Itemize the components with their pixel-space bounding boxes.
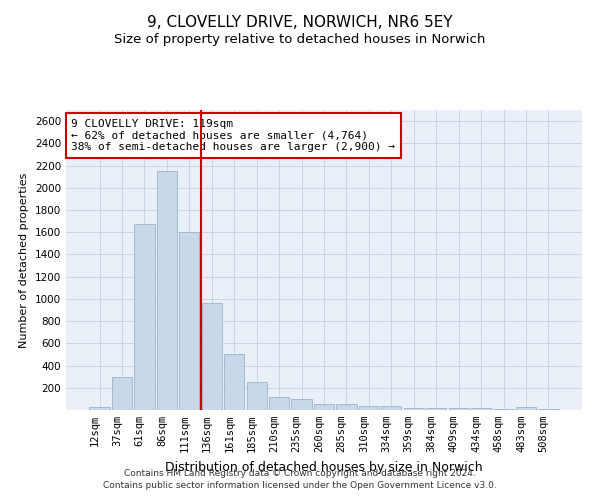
Bar bbox=[314, 404, 334, 410]
Bar bbox=[404, 408, 424, 410]
Bar bbox=[89, 407, 110, 410]
Bar bbox=[224, 354, 244, 410]
Bar bbox=[202, 304, 222, 410]
Text: Contains public sector information licensed under the Open Government Licence v3: Contains public sector information licen… bbox=[103, 481, 497, 490]
Bar bbox=[112, 376, 132, 410]
Text: 9, CLOVELLY DRIVE, NORWICH, NR6 5EY: 9, CLOVELLY DRIVE, NORWICH, NR6 5EY bbox=[147, 15, 453, 30]
Y-axis label: Number of detached properties: Number of detached properties bbox=[19, 172, 29, 348]
Bar bbox=[449, 408, 469, 410]
Bar bbox=[359, 406, 379, 410]
Bar bbox=[426, 408, 446, 410]
Text: Size of property relative to detached houses in Norwich: Size of property relative to detached ho… bbox=[115, 32, 485, 46]
Bar bbox=[134, 224, 155, 410]
Bar bbox=[471, 408, 491, 410]
Bar bbox=[269, 396, 289, 410]
Bar bbox=[337, 404, 356, 410]
Bar bbox=[516, 407, 536, 410]
Text: 9 CLOVELLY DRIVE: 119sqm
← 62% of detached houses are smaller (4,764)
38% of sem: 9 CLOVELLY DRIVE: 119sqm ← 62% of detach… bbox=[71, 119, 395, 152]
Bar bbox=[247, 382, 267, 410]
X-axis label: Distribution of detached houses by size in Norwich: Distribution of detached houses by size … bbox=[165, 460, 483, 473]
Text: Contains HM Land Registry data © Crown copyright and database right 2024.: Contains HM Land Registry data © Crown c… bbox=[124, 468, 476, 477]
Bar bbox=[157, 171, 177, 410]
Bar bbox=[179, 232, 199, 410]
Bar bbox=[292, 399, 311, 410]
Bar bbox=[381, 406, 401, 410]
